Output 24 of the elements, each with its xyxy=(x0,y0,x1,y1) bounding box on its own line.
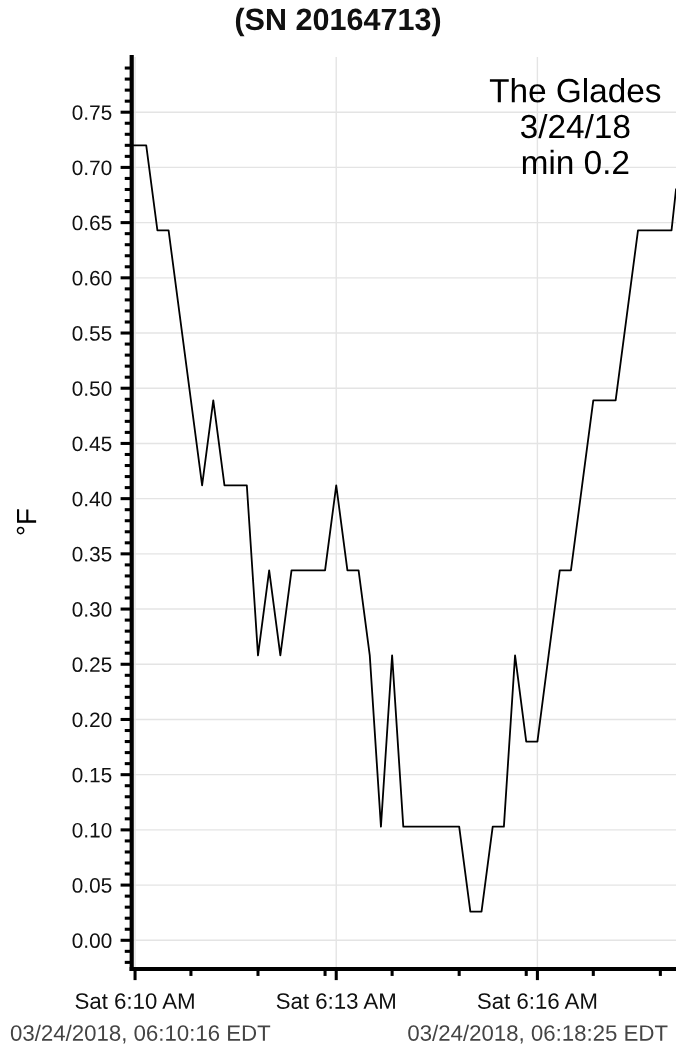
y-tick-label: 0.05 xyxy=(72,878,112,893)
y-tick-label: 0.50 xyxy=(72,381,112,396)
y-tick-label: 0.70 xyxy=(72,160,112,176)
text: 03/24/2018, 06:18:25 EDT xyxy=(408,1024,668,1044)
y-tick-label: 0.20 xyxy=(72,712,112,728)
y-tick-label: 0.30 xyxy=(72,602,112,617)
y-tick-label: 0.15 xyxy=(72,767,112,783)
y-tick-label: 0.75 xyxy=(72,105,112,120)
chart-title: (SN 20164713) xyxy=(235,7,441,37)
y-tick-label: 0.00 xyxy=(72,933,112,949)
y-tick-label: 0.40 xyxy=(72,491,112,507)
y-tick-label: 0.60 xyxy=(72,270,112,286)
y-axis-title: °F xyxy=(16,509,37,535)
y-tick-label: 0.45 xyxy=(72,436,112,452)
x-tick-label: Sat 6:13 AM xyxy=(276,993,395,1009)
text: 03/24/2018, 06:10:16 EDT xyxy=(10,1024,271,1044)
x-tick-label: Sat 6:10 AM xyxy=(75,993,194,1009)
y-tick-label: 0.65 xyxy=(72,215,112,231)
y-tick-label: 0.55 xyxy=(72,326,112,341)
x-tick-label: Sat 6:16 AM xyxy=(477,993,597,1009)
y-tick-label: 0.25 xyxy=(72,657,112,673)
y-tick-label: 0.10 xyxy=(72,822,112,838)
annotation: The Glades 3/24/18 min 0.2 xyxy=(489,77,661,175)
y-tick-label: 0.35 xyxy=(72,546,112,562)
